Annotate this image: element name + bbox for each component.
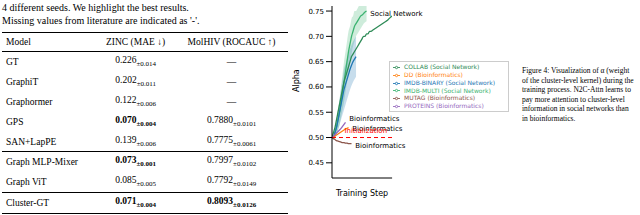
html-text:0.8093±0.0126: 0.8093±0.0126 [206, 196, 257, 210]
svg-text:0.75: 0.75 [308, 8, 324, 16]
html-text:0.070±0.004: 0.070±0.004 [115, 114, 157, 128]
svg-text:Alpha: Alpha [292, 69, 301, 92]
html-text:MolHIV (ROCAUC ↑): MolHIV (ROCAUC ↑) [187, 37, 276, 47]
svg-text:Bioinformatics: Bioinformatics [355, 142, 406, 150]
html-text:ZINC (MAE ↓): ZINC (MAE ↓) [106, 37, 166, 47]
html-text:0.071±0.004: 0.071±0.004 [115, 196, 157, 210]
html-text:0.085±0.005: 0.085±0.005 [115, 175, 157, 189]
html-text:4 different seeds. We highligh: 4 different seeds. We highlight the best… [2, 2, 189, 13]
html-text:0.139±0.006: 0.139±0.006 [115, 134, 157, 148]
html-text:0.7775±0.0061: 0.7775±0.0061 [206, 134, 257, 148]
html-text:Graph MLP-Mixer: Graph MLP-Mixer [6, 157, 78, 168]
html-text:Cluster-GT: Cluster-GT [6, 198, 50, 209]
html-text:SAN+LapPE: SAN+LapPE [6, 136, 57, 147]
html-text:0.202±0.011: 0.202±0.011 [115, 74, 156, 88]
html-text:0.122±0.006: 0.122±0.006 [115, 94, 157, 108]
svg-text:0.70: 0.70 [308, 33, 324, 41]
html-text:0.7880±0.0101: 0.7880±0.0101 [206, 114, 257, 128]
html-text:Model: Model [6, 37, 31, 47]
html-text:MUTAG (Bioinformatics): MUTAG (Bioinformatics) [404, 94, 476, 102]
svg-text:0.60: 0.60 [308, 83, 324, 91]
html-text:0.7792±0.0149: 0.7792±0.0149 [206, 175, 257, 189]
svg-text:Social Network: Social Network [370, 10, 423, 18]
svg-text:Bioinformatics: Bioinformatics [349, 115, 400, 123]
html-text:Figure 4: Visualization of α (: Figure 4: Visualization of α (weight of … [522, 66, 634, 123]
svg-text:0.55: 0.55 [308, 109, 324, 117]
svg-text:0.65: 0.65 [308, 58, 324, 66]
svg-text:Initialization: Initialization [344, 127, 387, 135]
html-text:Graph ViT: Graph ViT [6, 177, 47, 188]
html-text:DD (Bioinformatics): DD (Bioinformatics) [404, 70, 463, 78]
html-text:Graphormer: Graphormer [6, 96, 53, 107]
html-text:COLLAB (Social Network): COLLAB (Social Network) [404, 63, 480, 70]
html-text:0.226±0.014: 0.226±0.014 [115, 55, 157, 68]
html-text:GT: GT [6, 56, 19, 67]
html-text:0.073±0.001: 0.073±0.001 [115, 155, 157, 169]
html-text:GraphiT: GraphiT [6, 76, 39, 87]
html-text:Missing values from literature: Missing values from literature are indic… [2, 15, 200, 26]
html-text:IMDB-BINARY (Social Network): IMDB-BINARY (Social Network) [404, 78, 495, 86]
html-text:IMDB-MULTI (Social Network): IMDB-MULTI (Social Network) [404, 86, 491, 94]
html-text:0.7997±0.0102: 0.7997±0.0102 [206, 155, 257, 169]
svg-text:0.50: 0.50 [308, 134, 324, 142]
svg-text:Training Step: Training Step [335, 189, 388, 198]
html-text:PROTEINS (Bioinformatics): PROTEINS (Bioinformatics) [404, 102, 484, 110]
svg-text:0.45: 0.45 [308, 159, 324, 167]
html-text:GPS: GPS [6, 116, 24, 127]
